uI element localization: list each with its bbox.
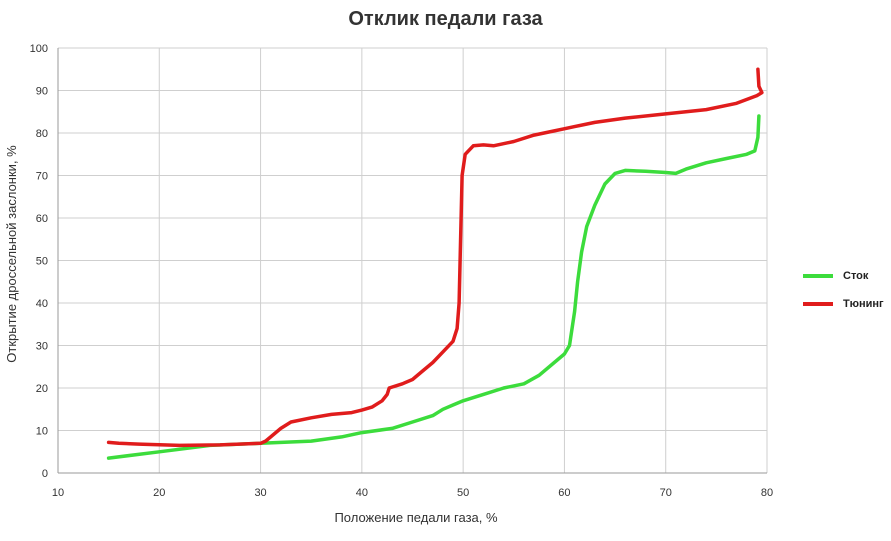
grid-lines xyxy=(57,47,768,474)
y-tick-label: 70 xyxy=(36,171,48,183)
y-tick-label: 40 xyxy=(36,298,48,310)
y-tick-label: 50 xyxy=(36,256,48,268)
y-tick-label: 10 xyxy=(36,426,48,438)
series-lines xyxy=(106,67,764,460)
series-line-0 xyxy=(106,114,761,460)
legend-item-1: Тюнинг xyxy=(803,290,884,318)
axes xyxy=(57,48,767,474)
legend-label: Тюнинг xyxy=(843,298,884,310)
x-tick-label: 60 xyxy=(558,487,570,499)
x-tick-label: 50 xyxy=(457,487,469,499)
legend: Сток Тюнинг xyxy=(803,262,884,318)
legend-swatch xyxy=(803,274,833,278)
y-tick-label: 80 xyxy=(36,128,48,140)
x-tick-label: 10 xyxy=(52,487,64,499)
legend-label: Сток xyxy=(843,270,869,282)
y-tick-label: 60 xyxy=(36,213,48,225)
x-tick-label: 80 xyxy=(761,487,773,499)
x-axis-label: Положение педали газа, % xyxy=(334,510,498,525)
y-tick-label: 20 xyxy=(36,383,48,395)
series-line-1 xyxy=(106,67,764,448)
x-tick-label: 20 xyxy=(153,487,165,499)
y-tick-label: 90 xyxy=(36,86,48,98)
x-tick-label: 70 xyxy=(660,487,672,499)
x-tick-label: 40 xyxy=(356,487,368,499)
legend-swatch xyxy=(803,302,833,306)
y-tick-labels: 0 10 20 30 40 50 60 70 80 90 100 xyxy=(30,43,48,480)
y-tick-label: 30 xyxy=(36,341,48,353)
legend-item-0: Сток xyxy=(803,262,884,290)
y-tick-label: 100 xyxy=(30,43,48,55)
y-axis-label: Открытие дроссельной заслонки, % xyxy=(4,145,19,363)
chart-title: Отклик педали газа xyxy=(348,8,543,30)
x-tick-labels: 10 20 30 40 50 60 70 80 xyxy=(52,487,773,499)
y-tick-label: 0 xyxy=(42,468,48,480)
x-tick-label: 30 xyxy=(254,487,266,499)
